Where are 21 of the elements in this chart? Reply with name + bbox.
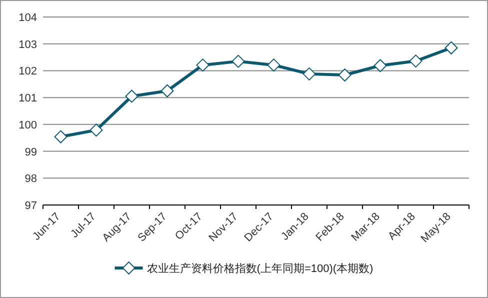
point (54, 130, 68, 144)
point (409, 54, 422, 68)
point (444, 41, 458, 54)
y-tick-label: 103 (18, 38, 37, 51)
y-tick-label: 97 (24, 200, 37, 212)
y-tick-label: 99 (24, 146, 37, 158)
point (232, 54, 245, 68)
point (160, 84, 174, 98)
legend-label: 农业生产资料价格指数(上年同期=100)(本期数) (146, 262, 374, 275)
y-tick-label: 101 (18, 92, 37, 105)
point (267, 58, 280, 72)
point (196, 58, 210, 72)
point (338, 68, 352, 82)
y-tick-label: 100 (18, 119, 37, 132)
point (90, 124, 103, 137)
point (374, 59, 387, 72)
y-tick-label: 104 (18, 12, 37, 24)
point (125, 90, 138, 103)
point (302, 67, 316, 80)
y-tick-label: 102 (18, 66, 37, 78)
y-tick-label: 98 (24, 173, 37, 186)
